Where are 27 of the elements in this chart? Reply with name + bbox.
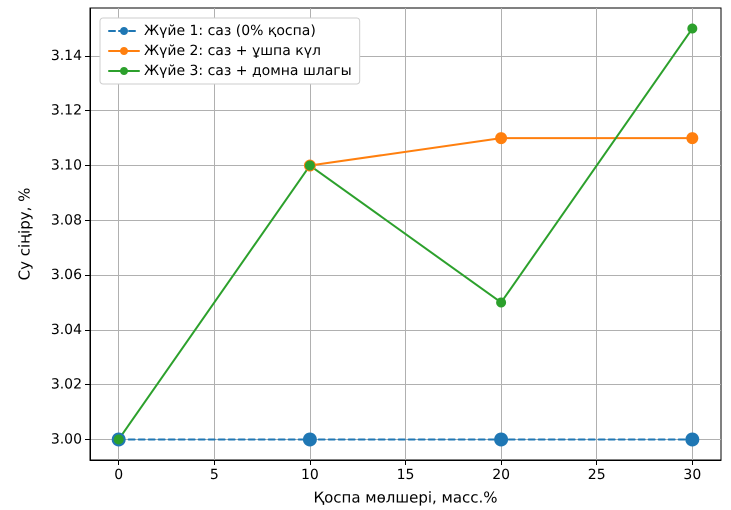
x-tick-label: 5 <box>210 467 219 483</box>
x-tick-label: 20 <box>492 467 510 483</box>
legend-label: Жүйе 1: саз (0% қоспа) <box>144 23 316 39</box>
y-tick-label: 3.06 <box>50 267 82 284</box>
legend-label: Жүйе 2: саз + ұшпа күл <box>144 43 321 59</box>
x-tick-label: 10 <box>300 467 319 483</box>
y-tick-label: 3.12 <box>50 102 82 119</box>
y-tick-label: 3.08 <box>50 212 82 228</box>
y-tick-label: 3.10 <box>50 158 82 174</box>
point <box>687 24 698 34</box>
point <box>685 432 700 446</box>
x-tick-label: 30 <box>683 467 702 483</box>
x-tick-label: 0 <box>114 467 124 483</box>
point <box>686 132 698 144</box>
y-tick-label: 3.14 <box>50 48 82 64</box>
legend-label: Жүйе 3: саз + домна шлагы <box>144 63 352 79</box>
point <box>495 132 508 144</box>
y-tick-label: 3.00 <box>50 431 82 448</box>
point <box>496 297 506 308</box>
y-tick-label: 3.04 <box>50 322 82 338</box>
x-axis-title: Қоспа мөлшері, масс.% <box>313 488 498 506</box>
y-axis-title: Су сіңіру, % <box>16 188 34 280</box>
y-tick-label: 3.02 <box>50 376 82 393</box>
point <box>302 432 317 446</box>
x-tick-label: 15 <box>396 467 414 483</box>
x-tick-label: 25 <box>588 467 606 483</box>
point <box>494 432 508 446</box>
